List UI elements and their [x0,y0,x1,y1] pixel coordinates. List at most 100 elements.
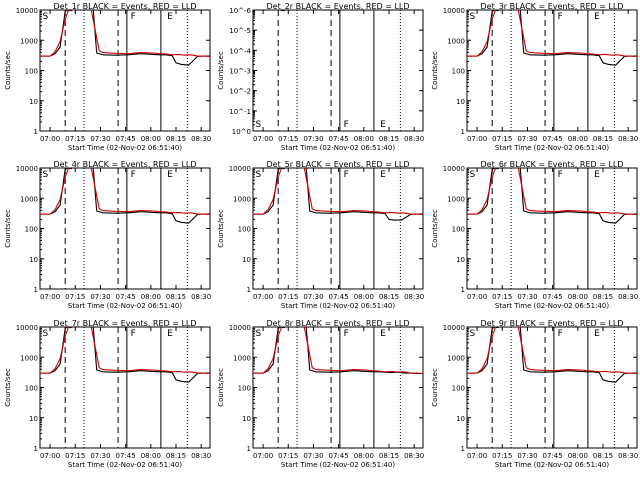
event-marker-S: S [43,12,49,22]
x-tick-label: 08:15 [593,135,613,143]
y-axis-label: Counts/sec [4,209,12,248]
x-tick-label: 07:15 [65,452,85,460]
x-tick-label: 07:45 [329,452,349,460]
y-tick-label: 10 [29,415,38,423]
panel-4: Det_4r BLACK = Events, RED = LLD 1 10 100 10… [4,160,211,310]
x-tick-label: 07:30 [90,135,110,143]
x-tick-label: 08:30 [618,452,638,460]
panel-title: Det_9r BLACK = Events, RED = LLD [480,319,623,328]
panel-2: Det_2r BLACK = Events, RED = LLD 10^0 10^-… [217,2,424,152]
y-axis-label: Counts/sec [4,51,12,90]
y-tick-label: 10000 [443,165,465,173]
x-tick-label: 07:45 [543,293,563,301]
x-tick-label: 08:30 [191,135,211,143]
panel-9: Det_9r BLACK = Events, RED = LLD 1 10 100 10… [431,319,638,469]
x-tick-label: 08:00 [354,135,374,143]
y-tick-label: 1 [34,445,38,453]
events-series-line [40,10,210,66]
x-tick-label: 07:00 [40,452,60,460]
y-tick-label: 10 [242,256,251,264]
y-tick-label: 10 [242,415,251,423]
x-axis-label: Start Time (02-Nov-02 06:51:40) [68,461,182,469]
x-tick-label: 08:00 [141,135,161,143]
panel-title: Det_6r BLACK = Events, RED = LLD [480,160,623,169]
x-tick-label: 08:30 [191,293,211,301]
x-tick-label: 08:00 [568,452,588,460]
event-marker-E: E [380,170,386,180]
plot-area [277,10,401,131]
y-tick-label: 100 [452,226,465,234]
x-tick-label: 07:45 [116,452,136,460]
event-marker-S: S [256,170,262,180]
x-tick-label: 07:00 [467,452,487,460]
panel-title: Det_4r BLACK = Events, RED = LLD [53,160,196,169]
x-tick-label: 08:15 [593,293,613,301]
y-tick-label: 1 [461,128,465,136]
panel-3: Det_3r BLACK = Events, RED = LLD 1 10 100 10… [431,2,638,152]
y-tick-label: 100 [25,385,38,393]
x-axis-label: Start Time (02-Nov-02 06:51:40) [281,144,395,152]
plot-area [253,168,423,289]
x-tick-label: 07:45 [543,135,563,143]
x-tick-label: 07:00 [40,293,60,301]
y-tick-label: 1000 [447,37,465,45]
y-tick-label: 10 [456,415,465,423]
x-tick-label: 07:00 [467,293,487,301]
panel-title: Det_2r BLACK = Events, RED = LLD [266,2,409,11]
y-tick-label: 1000 [20,195,38,203]
lld-series-line [253,327,423,375]
y-tick-label: 1000 [233,195,251,203]
event-marker-F: F [131,329,136,339]
plot-area [467,168,637,289]
events-series-line [253,168,423,221]
x-axis-label: Start Time (02-Nov-02 06:51:40) [495,302,609,310]
panel-8: Det_8r BLACK = Events, RED = LLD 1 10 100 10… [217,319,424,469]
x-tick-label: 07:15 [278,135,298,143]
lld-series-line [467,168,637,216]
x-tick-label: 08:00 [354,452,374,460]
event-marker-S: S [43,329,49,339]
y-tick-label: 100 [25,226,38,234]
x-tick-label: 07:15 [492,135,512,143]
x-tick-label: 07:30 [90,452,110,460]
panel-7: Det_7r BLACK = Events, RED = LLD 1 10 100 10… [4,319,211,469]
plot-area [40,10,210,131]
x-tick-label: 07:30 [90,293,110,301]
x-tick-label: 08:30 [404,135,424,143]
y-axis-label: Counts/sec [431,368,439,407]
y-tick-label: 1000 [233,354,251,362]
x-tick-label: 08:15 [166,452,186,460]
y-tick-label: 1 [461,286,465,294]
x-axis-label: Start Time (02-Nov-02 06:51:40) [495,461,609,469]
panel-5: Det_5r BLACK = Events, RED = LLD 1 10 100 10… [217,160,424,310]
x-tick-label: 07:30 [517,452,537,460]
lld-series-line [40,327,210,375]
events-series-line [467,10,637,66]
event-marker-E: E [594,329,600,339]
y-tick-label: 10 [456,256,465,264]
event-marker-S: S [43,170,49,180]
lld-series-line [467,327,637,375]
panel-title: Det_1r BLACK = Events, RED = LLD [53,2,196,11]
y-tick-label: 10^-4 [229,47,251,55]
panel-1: Det_1r BLACK = Events, RED = LLD 1 10 100 10… [4,2,211,152]
panel-title: Det_3r BLACK = Events, RED = LLD [480,2,623,11]
event-marker-S: S [256,120,262,130]
y-tick-label: 1 [461,445,465,453]
x-tick-label: 08:30 [618,135,638,143]
event-marker-F: F [558,12,563,22]
y-tick-label: 1000 [20,354,38,362]
y-tick-label: 10000 [443,324,465,332]
x-tick-label: 07:45 [116,293,136,301]
event-marker-E: E [167,329,173,339]
plot-area [467,327,637,448]
events-series-line [40,168,210,224]
y-axis-label: Counts/sec [217,51,225,90]
y-tick-label: 10 [456,98,465,106]
x-tick-label: 08:30 [618,293,638,301]
y-tick-label: 10^0 [232,128,251,136]
y-tick-label: 100 [25,68,38,76]
event-marker-S: S [470,170,476,180]
event-marker-E: E [594,170,600,180]
